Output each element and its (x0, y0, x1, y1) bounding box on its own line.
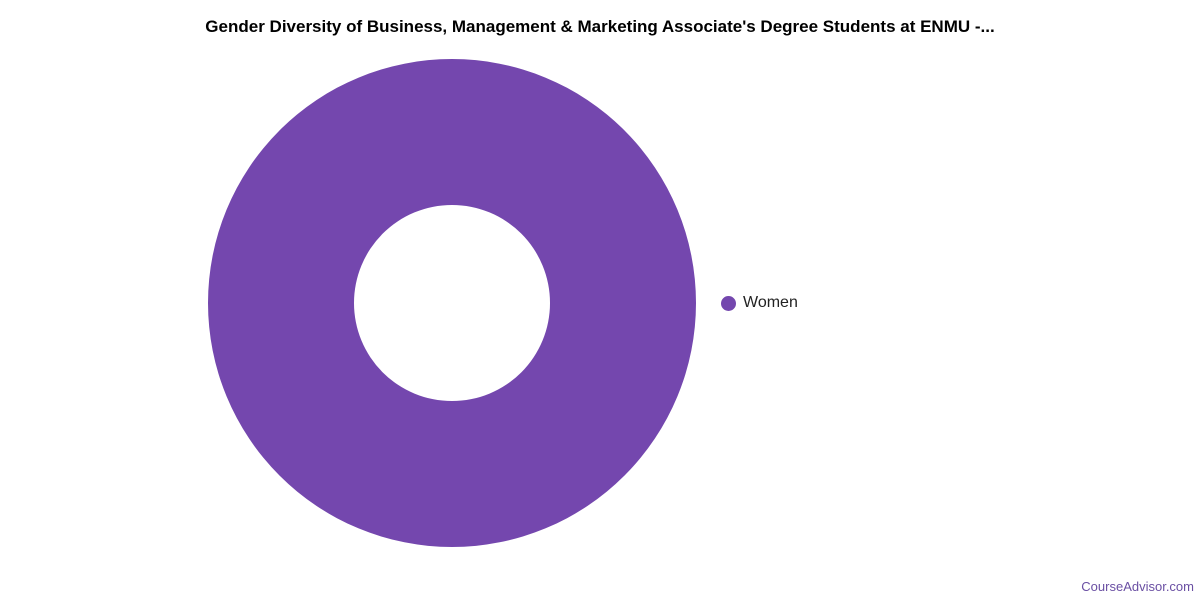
credit-link[interactable]: CourseAdvisor.com (1081, 579, 1194, 594)
legend-item-women[interactable]: Women (721, 294, 798, 312)
legend-label: Women (743, 294, 798, 311)
chart-title: Gender Diversity of Business, Management… (205, 17, 995, 36)
legend-swatch (721, 295, 736, 311)
slice-women[interactable] (208, 59, 696, 547)
